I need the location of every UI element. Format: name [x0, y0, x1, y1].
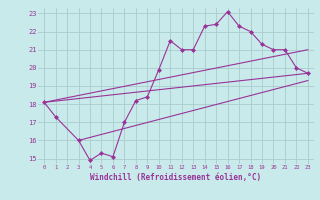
X-axis label: Windchill (Refroidissement éolien,°C): Windchill (Refroidissement éolien,°C)	[91, 173, 261, 182]
